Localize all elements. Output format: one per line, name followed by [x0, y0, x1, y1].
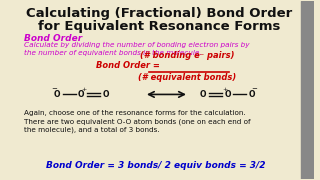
Text: Again, choose one of the resonance forms for the calculation.
There are two equi: Again, choose one of the resonance forms… — [24, 110, 251, 133]
Text: (# equivalent bonds): (# equivalent bonds) — [138, 73, 236, 82]
Text: Calculating (Fractional) Bond Order: Calculating (Fractional) Bond Order — [26, 7, 292, 20]
Text: −: − — [252, 86, 258, 93]
Text: O: O — [225, 90, 231, 99]
Text: O: O — [249, 90, 255, 99]
Text: O: O — [54, 90, 60, 99]
Text: for Equivalent Resonance Forms: for Equivalent Resonance Forms — [38, 20, 280, 33]
Text: Bond Order: Bond Order — [24, 34, 83, 43]
Text: Bond Order =: Bond Order = — [96, 61, 160, 70]
Text: O: O — [200, 90, 207, 99]
Text: O: O — [78, 90, 84, 99]
Text: Calculate by dividing the number of bonding electron pairs by
the number of equi: Calculate by dividing the number of bond… — [24, 42, 250, 56]
Text: (# bonding e⁻ pairs): (# bonding e⁻ pairs) — [140, 51, 235, 60]
Text: −: − — [52, 86, 57, 93]
Text: Bond Order = 3 bonds/ 2 equiv bonds = 3/2: Bond Order = 3 bonds/ 2 equiv bonds = 3/… — [46, 161, 266, 170]
Text: +: + — [81, 87, 86, 92]
Bar — [301, 1, 315, 179]
Text: +: + — [223, 87, 228, 92]
Text: O: O — [102, 90, 109, 99]
